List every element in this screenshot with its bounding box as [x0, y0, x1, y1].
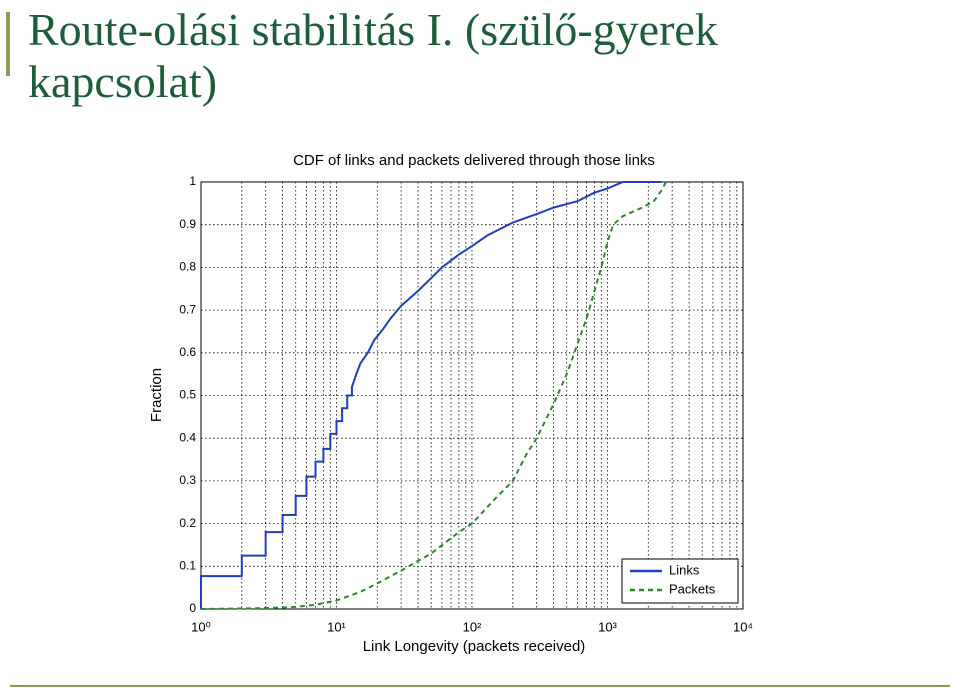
y-tick-label: 0.1 [179, 558, 196, 572]
y-tick-label: 1 [189, 174, 196, 188]
y-tick-label: 0 [189, 601, 196, 615]
plot-frame [200, 181, 744, 610]
y-axis-label: Fraction [148, 368, 165, 422]
y-tick-label: 0.5 [179, 388, 196, 402]
x-tick-label: 10³ [598, 619, 617, 634]
legend-label: Packets [669, 581, 716, 596]
slide-title: Route-olási stabilitás I. (szülő-gyerek … [28, 4, 718, 107]
legend-box [621, 558, 739, 604]
y-tick-label: 0.6 [179, 345, 196, 359]
y-tick-label: 0.8 [179, 260, 196, 274]
legend-label: Links [669, 562, 700, 577]
x-tick-label: 10⁰ [191, 619, 211, 634]
y-tick-label: 0.4 [179, 430, 196, 444]
y-tick-label: 0.2 [179, 516, 196, 530]
series-line [200, 181, 662, 609]
x-tick-label: 10⁴ [733, 619, 753, 634]
y-tick-label: 0.3 [179, 473, 196, 487]
chart-title: CDF of links and packets delivered throu… [293, 152, 655, 169]
x-axis-label: Link Longevity (packets received) [363, 638, 586, 655]
x-tick-label: 10² [463, 619, 482, 634]
y-tick-label: 0.9 [179, 217, 196, 231]
accent-bar [6, 12, 10, 76]
y-tick-label: 0.7 [179, 302, 196, 316]
x-tick-label: 10¹ [327, 619, 346, 634]
